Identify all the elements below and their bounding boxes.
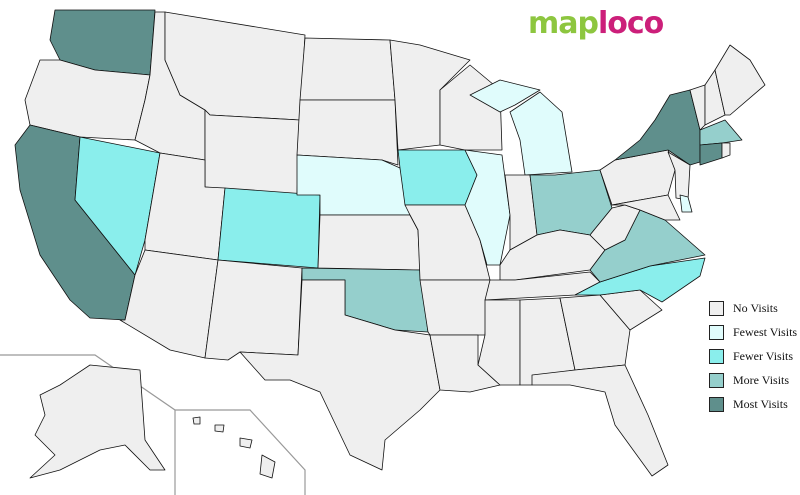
state-hawaii-kauai[interactable] xyxy=(192,416,201,425)
legend-swatch xyxy=(709,300,724,316)
legend-swatch xyxy=(709,348,724,364)
state-michigan-upper[interactable] xyxy=(469,79,541,113)
state-michigan-lower[interactable] xyxy=(509,91,573,176)
state-colorado[interactable] xyxy=(217,187,321,269)
legend-label: Fewest Visits xyxy=(733,324,798,339)
state-massachusetts[interactable] xyxy=(699,119,743,146)
state-arkansas[interactable] xyxy=(419,279,491,336)
state-maine[interactable] xyxy=(714,44,766,116)
legend-swatch xyxy=(709,396,724,412)
state-delaware[interactable] xyxy=(679,194,693,213)
legend-item-most: Most Visits xyxy=(709,392,797,416)
state-rhode-island[interactable] xyxy=(721,142,731,159)
logo-part-map: map xyxy=(528,6,599,41)
state-kansas[interactable] xyxy=(317,214,421,271)
state-wisconsin[interactable] xyxy=(439,64,503,151)
hawaii-inset-border xyxy=(175,409,306,495)
legend-label: More Visits xyxy=(733,372,790,387)
state-nevada[interactable] xyxy=(74,136,161,276)
state-texas[interactable] xyxy=(239,279,441,471)
state-new-mexico[interactable] xyxy=(204,259,303,361)
state-north-dakota[interactable] xyxy=(299,37,396,101)
legend-item-more: More Visits xyxy=(709,368,797,392)
legend-swatch xyxy=(709,324,724,340)
legend-item-fewer: Fewer Visits xyxy=(709,344,797,368)
legend-label: No Visits xyxy=(733,300,778,315)
maploco-logo: maploco xyxy=(528,6,664,41)
legend-label: Fewer Visits xyxy=(733,348,794,363)
legend: No Visits Fewest Visits Fewer Visits More V… xyxy=(709,296,797,416)
state-connecticut[interactable] xyxy=(699,142,723,166)
logo-part-loco: loco xyxy=(597,6,664,41)
state-georgia[interactable] xyxy=(559,294,631,371)
state-maryland[interactable] xyxy=(611,194,681,221)
state-hawaii-oahu[interactable] xyxy=(214,424,225,433)
state-south-dakota[interactable] xyxy=(296,99,399,166)
state-iowa[interactable] xyxy=(397,149,478,206)
legend-item-none: No Visits xyxy=(709,296,797,320)
state-alaska[interactable] xyxy=(29,364,166,479)
state-hawaii-big-island[interactable] xyxy=(259,454,276,479)
legend-swatch xyxy=(709,372,724,388)
legend-label: Most Visits xyxy=(733,396,788,411)
state-florida[interactable] xyxy=(531,364,669,477)
legend-item-fewest: Fewest Visits xyxy=(709,320,797,344)
state-wyoming[interactable] xyxy=(204,109,301,196)
state-hawaii-maui[interactable] xyxy=(239,437,253,449)
